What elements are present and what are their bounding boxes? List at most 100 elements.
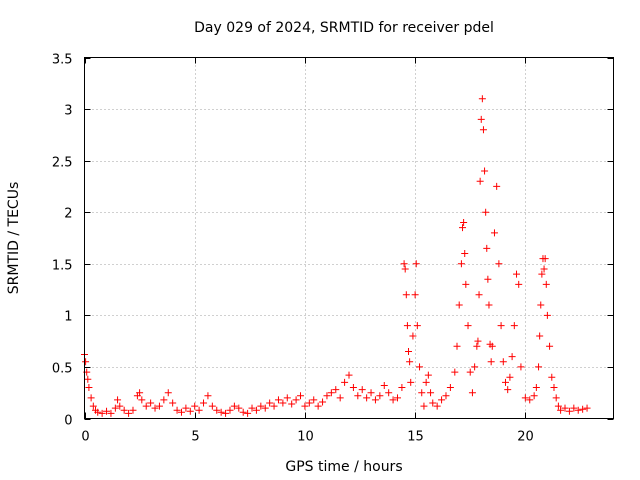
y-tick-label: 0.5 <box>52 362 73 377</box>
data-point <box>481 167 489 175</box>
data-point <box>485 301 493 309</box>
data-point <box>420 402 428 410</box>
data-point <box>460 219 468 227</box>
data-point <box>129 406 137 414</box>
data-point <box>546 342 554 350</box>
data-point <box>429 399 437 407</box>
data-point <box>530 392 538 400</box>
data-point <box>274 396 282 404</box>
data-point <box>301 402 309 410</box>
data-point <box>305 399 313 407</box>
y-tick-label: 2 <box>64 207 72 222</box>
data-point <box>554 402 562 410</box>
data-point <box>474 337 482 345</box>
data-point <box>138 396 146 404</box>
data-point <box>85 384 93 392</box>
data-point <box>488 342 496 350</box>
data-point <box>482 208 490 216</box>
data-point <box>424 371 432 379</box>
data-point <box>552 394 560 402</box>
data-point <box>358 386 366 394</box>
data-point <box>535 363 543 371</box>
data-point <box>213 406 221 414</box>
x-tick-label: 5 <box>191 430 199 445</box>
y-tick-label: 3.5 <box>52 53 73 68</box>
data-point <box>400 260 408 268</box>
data-point <box>114 396 122 404</box>
data-point <box>200 399 208 407</box>
data-point <box>270 402 278 410</box>
data-point <box>570 404 578 412</box>
data-point <box>411 291 419 299</box>
data-point <box>504 386 512 394</box>
data-point <box>466 368 474 376</box>
data-point <box>367 389 375 397</box>
data-point <box>155 402 163 410</box>
data-point <box>177 408 185 416</box>
data-point <box>401 265 409 273</box>
data-point <box>341 378 349 386</box>
data-point <box>111 404 119 412</box>
data-point <box>532 384 540 392</box>
data-point <box>479 126 487 134</box>
axis-ticks: 0 0.5 1 1.5 2 2.5 3 3.5 0 5 10 15 20 <box>52 53 614 445</box>
data-point <box>288 400 296 408</box>
data-point <box>427 389 435 397</box>
data-point <box>442 392 450 400</box>
data-point <box>478 95 486 103</box>
data-point <box>557 406 565 414</box>
data-point <box>208 402 216 410</box>
grid-lines <box>84 57 614 419</box>
data-point <box>87 394 95 402</box>
data-point <box>354 392 362 400</box>
data-point <box>451 368 459 376</box>
data-point <box>550 384 558 392</box>
data-point <box>336 394 344 402</box>
x-tick-label: 0 <box>81 430 89 445</box>
data-point <box>483 244 491 252</box>
data-point <box>363 394 371 402</box>
data-point <box>583 404 591 412</box>
data-point <box>244 409 252 417</box>
x-tick-label: 20 <box>517 430 534 445</box>
data-point <box>497 322 505 330</box>
data-point <box>515 280 523 288</box>
data-point <box>248 404 256 412</box>
data-point <box>235 404 243 412</box>
data-point <box>103 407 111 415</box>
data-point <box>508 353 516 361</box>
data-point <box>438 396 446 404</box>
data-point <box>543 311 551 319</box>
y-tick-label: 0 <box>64 414 72 429</box>
data-point <box>125 409 133 417</box>
data-point <box>195 406 203 414</box>
data-point <box>323 392 331 400</box>
data-point <box>406 358 414 366</box>
data-point <box>459 224 467 232</box>
data-point <box>453 342 461 350</box>
data-point <box>98 409 106 417</box>
data-point <box>142 402 150 410</box>
data-point <box>393 394 401 402</box>
data-point <box>173 406 181 414</box>
data-point <box>407 378 415 386</box>
data-point <box>252 406 260 414</box>
data-point <box>332 386 340 394</box>
data-point <box>403 322 411 330</box>
data-point <box>266 399 274 407</box>
data-point <box>446 384 454 392</box>
y-axis-label: SRMTID / TECUs <box>6 182 22 295</box>
data-point <box>541 255 549 263</box>
data-point <box>89 402 97 410</box>
data-point <box>416 363 424 371</box>
data-point <box>345 371 353 379</box>
data-point <box>487 358 495 366</box>
data-point <box>548 373 556 381</box>
data-point <box>476 177 484 185</box>
data-points <box>81 95 591 417</box>
data-point <box>495 260 503 268</box>
data-point <box>297 392 305 400</box>
x-tick-label: 10 <box>297 430 314 445</box>
data-point <box>405 347 413 355</box>
data-point <box>371 396 379 404</box>
